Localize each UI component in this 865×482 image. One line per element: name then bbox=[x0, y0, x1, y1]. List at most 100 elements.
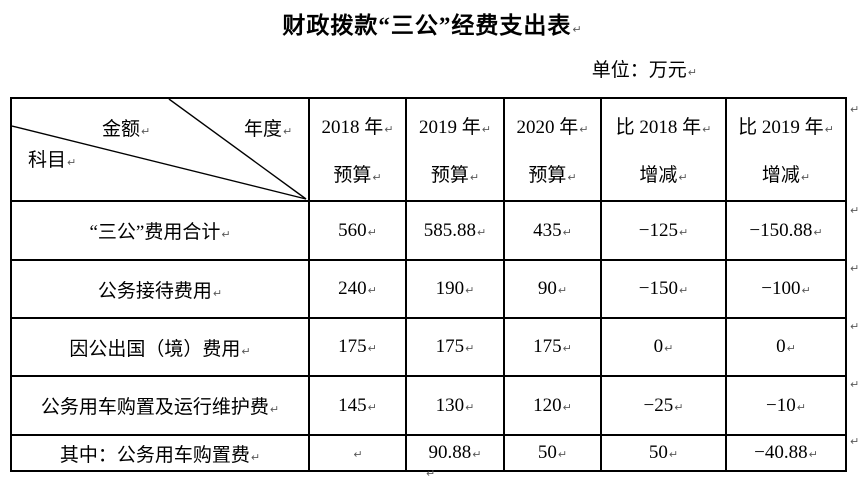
paragraph-mark bbox=[66, 150, 76, 171]
paragraph-mark bbox=[282, 119, 292, 140]
paragraph-mark bbox=[212, 281, 222, 302]
page-title: 财政拨款“三公”经费支出表 bbox=[0, 6, 865, 40]
corner-label-year: 年度 bbox=[244, 114, 292, 141]
cell-value: 175 bbox=[405, 317, 505, 377]
paragraph-mark bbox=[464, 278, 474, 299]
paragraph-mark bbox=[464, 395, 474, 416]
paragraph-mark bbox=[471, 442, 481, 463]
paragraph-mark bbox=[800, 165, 810, 186]
paragraph-mark bbox=[240, 339, 250, 360]
cell-value: −10 bbox=[725, 375, 847, 436]
cell-value: 435 bbox=[503, 200, 602, 261]
paragraph-mark bbox=[786, 336, 796, 357]
table-row-vehicles: 公务用车购置及运行维护费 145 130 120 −25 −10 bbox=[10, 375, 847, 436]
paragraph-mark bbox=[571, 13, 582, 38]
paragraph-mark bbox=[796, 395, 806, 416]
paragraph-mark bbox=[678, 220, 688, 241]
paragraph-mark bbox=[367, 220, 377, 241]
table-row-vehicle-purchase: 其中：公务用车购置费 90.88 50 50 −40.88 bbox=[10, 434, 847, 472]
paragraph-mark bbox=[849, 201, 859, 219]
cell-value: −100 bbox=[725, 259, 847, 319]
paragraph-mark bbox=[824, 117, 834, 138]
table-header-row: 金额 年度 科目 2018 年预算 2019 年预算 2020 年预算 比 20… bbox=[10, 97, 847, 202]
paragraph-mark bbox=[566, 165, 576, 186]
cell-value: −25 bbox=[600, 375, 727, 436]
row-label: 公务用车购置及运行维护费 bbox=[10, 375, 310, 436]
paragraph-mark bbox=[801, 278, 811, 299]
paragraph-mark bbox=[425, 464, 435, 482]
diagonal-corner-cell: 金额 年度 科目 bbox=[10, 97, 310, 202]
row-label: 公务接待费用 bbox=[10, 259, 310, 319]
unit-label: 单位：万元 bbox=[0, 55, 697, 82]
paragraph-mark bbox=[140, 119, 150, 140]
paragraph-mark bbox=[812, 220, 822, 241]
cell-value: 190 bbox=[405, 259, 505, 319]
cell-value: 0 bbox=[725, 317, 847, 377]
cell-value: −150.88 bbox=[725, 200, 847, 261]
paragraph-mark bbox=[678, 278, 688, 299]
cell-value: 0 bbox=[600, 317, 727, 377]
paragraph-mark bbox=[687, 60, 697, 81]
cell-value: 90.88 bbox=[405, 434, 505, 472]
paragraph-mark bbox=[481, 117, 491, 138]
paragraph-mark bbox=[469, 165, 479, 186]
paragraph-mark bbox=[220, 222, 230, 243]
paragraph-mark bbox=[849, 432, 859, 450]
row-label: “三公”费用合计 bbox=[10, 200, 310, 261]
paragraph-mark bbox=[367, 336, 377, 357]
cell-value: 240 bbox=[308, 259, 407, 319]
paragraph-mark bbox=[663, 336, 673, 357]
paragraph-mark bbox=[849, 375, 859, 393]
cell-value: 560 bbox=[308, 200, 407, 261]
paragraph-mark bbox=[562, 220, 572, 241]
paragraph-mark bbox=[352, 442, 362, 463]
cell-value: −40.88 bbox=[725, 434, 847, 472]
paragraph-mark bbox=[476, 220, 486, 241]
column-header-2020-budget: 2020 年预算 bbox=[503, 97, 602, 202]
cell-value: 50 bbox=[600, 434, 727, 472]
row-label: 因公出国（境）费用 bbox=[10, 317, 310, 377]
paragraph-mark bbox=[367, 278, 377, 299]
paragraph-mark bbox=[557, 442, 567, 463]
paragraph-mark bbox=[808, 442, 818, 463]
cell-value: 130 bbox=[405, 375, 505, 436]
cell-value: 145 bbox=[308, 375, 407, 436]
paragraph-mark bbox=[578, 117, 588, 138]
table-row-total: “三公”费用合计 560 585.88 435 −125 −150.88 bbox=[10, 200, 847, 261]
paragraph-mark bbox=[849, 259, 859, 277]
paragraph-mark bbox=[562, 336, 572, 357]
cell-value: 120 bbox=[503, 375, 602, 436]
paragraph-mark bbox=[701, 117, 711, 138]
cell-value: −125 bbox=[600, 200, 727, 261]
column-header-2018-budget: 2018 年预算 bbox=[308, 97, 407, 202]
paragraph-mark bbox=[557, 278, 567, 299]
paragraph-mark bbox=[677, 165, 687, 186]
paragraph-mark bbox=[673, 395, 683, 416]
paragraph-mark bbox=[250, 445, 260, 466]
paragraph-mark bbox=[849, 317, 859, 335]
cell-value: 50 bbox=[503, 434, 602, 472]
paragraph-mark bbox=[383, 117, 393, 138]
corner-label-amount: 金额 bbox=[102, 114, 150, 141]
paragraph-mark bbox=[668, 442, 678, 463]
column-header-2019-budget: 2019 年预算 bbox=[405, 97, 505, 202]
paragraph-mark bbox=[562, 395, 572, 416]
table-row-reception: 公务接待费用 240 190 90 −150 −100 bbox=[10, 259, 847, 319]
paragraph-mark bbox=[269, 397, 279, 418]
expense-table: 金额 年度 科目 2018 年预算 2019 年预算 2020 年预算 比 20… bbox=[10, 97, 847, 472]
corner-label-subject: 科目 bbox=[28, 145, 76, 172]
cell-value: 175 bbox=[503, 317, 602, 377]
cell-value: 585.88 bbox=[405, 200, 505, 261]
column-header-vs-2019: 比 2019 年增减 bbox=[725, 97, 847, 202]
cell-value: 175 bbox=[308, 317, 407, 377]
cell-value: 90 bbox=[503, 259, 602, 319]
column-header-vs-2018: 比 2018 年增减 bbox=[600, 97, 727, 202]
paragraph-mark bbox=[849, 100, 859, 118]
paragraph-mark bbox=[464, 336, 474, 357]
table-row-abroad: 因公出国（境）费用 175 175 175 0 0 bbox=[10, 317, 847, 377]
row-label: 其中：公务用车购置费 bbox=[10, 434, 310, 472]
cell-value bbox=[308, 434, 407, 472]
cell-value: −150 bbox=[600, 259, 727, 319]
paragraph-mark bbox=[371, 165, 381, 186]
